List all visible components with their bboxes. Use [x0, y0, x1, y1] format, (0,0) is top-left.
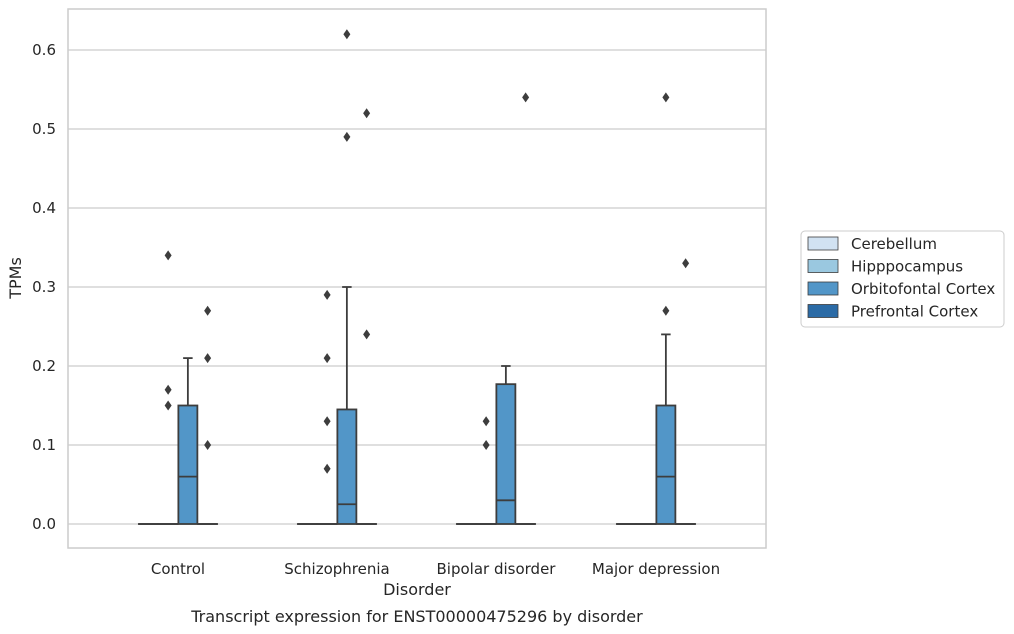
box-prefrontal-cortex-1 [356, 108, 378, 525]
outlier-point [363, 329, 371, 340]
outlier-point [204, 440, 212, 450]
plot-frame [67, 8, 767, 549]
outlier-point [343, 29, 351, 40]
outlier-point [323, 353, 331, 364]
box-prefrontal-cortex-3 [675, 258, 697, 525]
box-body [655, 404, 677, 525]
box-hipppocampus-1 [316, 289, 338, 525]
outlier-point [204, 353, 212, 364]
y-tick-label: 0.1 [32, 436, 56, 454]
outlier-point [662, 92, 670, 103]
box-orbitofontal-cortex-3 [655, 92, 677, 525]
outlier-point [662, 305, 670, 316]
box-prefrontal-cortex-2 [515, 92, 537, 525]
y-axis-title: TPMs [6, 257, 25, 300]
y-tick-labels: 0.0 0.1 0.2 0.3 0.4 0.5 0.6 [32, 41, 56, 533]
outlier-point [164, 384, 172, 395]
outlier-point [363, 108, 371, 119]
box-orbitofontal-cortex-0 [177, 357, 199, 525]
x-tick-label: Schizophrenia [284, 560, 389, 578]
outlier-point [164, 250, 172, 261]
x-tick-label: Control [151, 560, 205, 578]
outlier-point [522, 92, 530, 103]
box-hipppocampus-2 [475, 416, 497, 525]
box-orbitofontal-cortex-1 [336, 29, 358, 525]
legend-label: Hipppocampus [851, 258, 963, 276]
outlier-point [482, 416, 490, 427]
box-prefrontal-cortex-0 [197, 305, 219, 525]
y-tick-label: 0.2 [32, 357, 56, 375]
y-tick-label: 0.4 [32, 199, 56, 217]
legend-frame [800, 230, 1005, 328]
x-tick-label: Bipolar disorder [437, 560, 557, 578]
legend-swatch [807, 259, 839, 273]
outlier-point [323, 416, 331, 427]
y-tick-label: 0.0 [32, 515, 56, 533]
legend-swatch [807, 236, 839, 251]
y-tick-label: 0.5 [32, 120, 56, 138]
legend: Cerebellum Hipppocampus Orbitofontal Corte… [800, 230, 1005, 328]
x-tick-labels: Control Schizophrenia Bipolar disorder Majo… [151, 560, 720, 578]
box-series [137, 29, 697, 525]
outlier-point [323, 463, 331, 474]
y-tick-label: 0.6 [32, 41, 56, 59]
box-orbitofontal-cortex-2 [495, 365, 517, 525]
box-body [336, 408, 358, 525]
x-axis-title: Disorder [383, 580, 451, 599]
legend-swatch [807, 304, 839, 318]
y-tick-label: 0.3 [32, 278, 56, 296]
chart-caption: Transcript expression for ENST0000047529… [190, 607, 643, 626]
x-tick-label: Major depression [592, 560, 720, 578]
outlier-point [323, 289, 331, 300]
legend-label: Cerebellum [851, 235, 937, 253]
outlier-point [343, 131, 351, 142]
legend-label: Prefrontal Cortex [851, 303, 978, 321]
legend-label: Orbitofontal Cortex [851, 280, 995, 298]
outlier-point [482, 440, 490, 450]
legend-items: Cerebellum Hipppocampus Orbitofontal Corte… [807, 235, 995, 321]
outlier-point [682, 258, 690, 269]
outlier-point [164, 400, 172, 411]
box-body [495, 383, 517, 525]
box-body [177, 404, 199, 525]
outlier-point [204, 305, 212, 316]
legend-swatch [807, 281, 839, 296]
